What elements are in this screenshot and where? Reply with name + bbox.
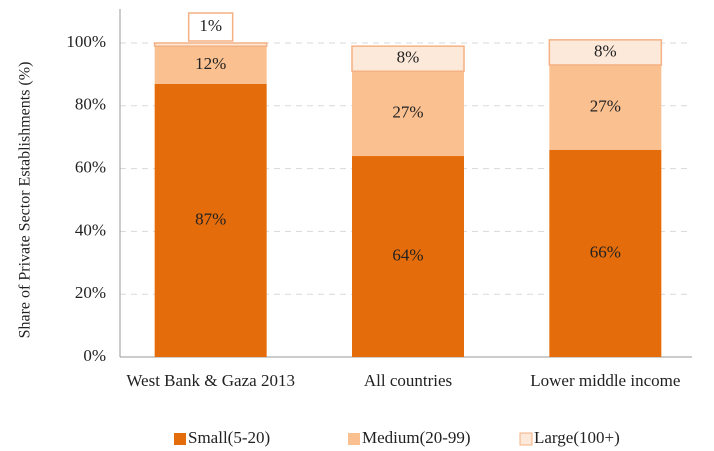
legend-swatch (519, 432, 533, 446)
bar-segment (548, 39, 663, 66)
bar-segment (154, 83, 267, 357)
value-label: 1% (199, 16, 222, 35)
y-tick-label: 80% (75, 95, 106, 114)
y-tick-label: 100% (66, 32, 106, 51)
y-tick-label: 20% (75, 283, 106, 302)
bar-segment (153, 42, 268, 47)
x-tick-label: Lower middle income (530, 371, 680, 390)
x-tick-label: All countries (364, 371, 452, 390)
y-tick-label: 60% (75, 158, 106, 177)
y-axis-label: Share of Private Sector Establishments (… (17, 62, 34, 339)
bar-segment (352, 156, 464, 357)
value-label: 12% (195, 54, 226, 73)
value-label: 8% (594, 41, 617, 60)
legend-label: Small(5-20) (188, 428, 270, 447)
bar-segment (549, 149, 662, 357)
value-label: 64% (392, 245, 423, 264)
value-label: 8% (397, 48, 420, 67)
bar-segment (351, 45, 465, 73)
y-tick-label: 0% (83, 346, 106, 365)
value-label: 87% (195, 209, 226, 228)
legend-swatch (174, 433, 186, 445)
legend-swatch (348, 433, 360, 445)
bar-segment (154, 46, 267, 84)
legend-label: Large(100+) (534, 428, 620, 447)
x-tick-label: West Bank & Gaza 2013 (126, 371, 295, 390)
bar-segment (352, 71, 464, 157)
y-tick-label: 40% (75, 220, 106, 239)
value-label: 27% (392, 103, 423, 122)
value-label: 66% (590, 242, 621, 261)
value-label: 27% (590, 96, 621, 115)
value-label-box (187, 12, 234, 42)
bar-segment (549, 64, 662, 150)
legend-label: Medium(20-99) (362, 428, 471, 447)
